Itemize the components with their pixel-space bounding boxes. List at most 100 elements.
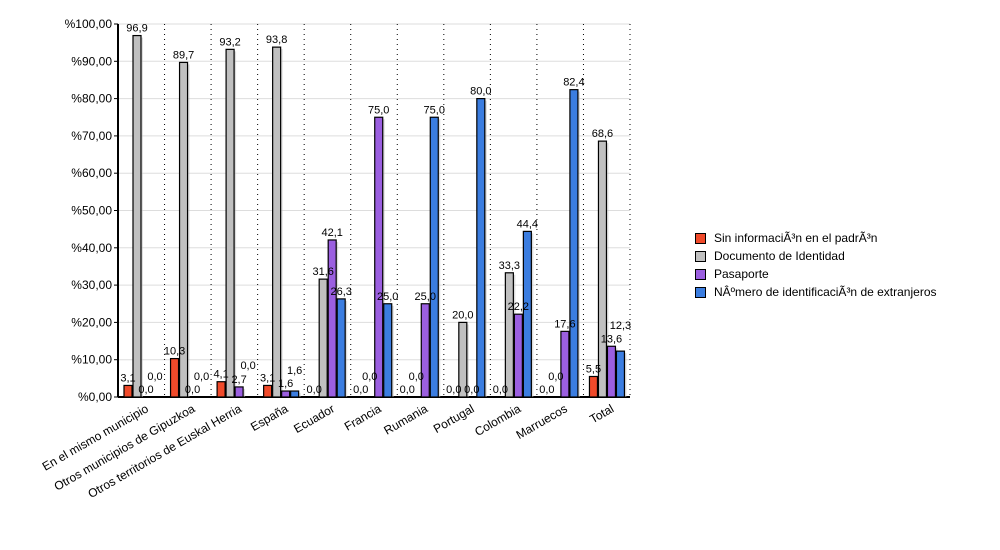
- bar: [569, 89, 579, 398]
- data-label: 4,1: [213, 369, 228, 381]
- data-label: 26,3: [330, 286, 351, 298]
- bar: [522, 230, 532, 398]
- data-label: 3,1: [120, 372, 135, 384]
- data-label: 3,1: [260, 372, 275, 384]
- y-tick-label: %0,00: [78, 390, 112, 404]
- legend-label: Documento de Identidad: [714, 249, 845, 263]
- data-label: 1,6: [287, 365, 302, 377]
- data-label: 17,6: [554, 318, 575, 330]
- y-tick-label: %70,00: [71, 129, 112, 143]
- legend-item: NÂºmero de identificaciÃ³n de extranjero…: [695, 283, 937, 301]
- data-label: 89,7: [173, 49, 194, 61]
- data-label: 93,2: [219, 36, 240, 48]
- bar: [383, 303, 393, 398]
- data-label: 0,0: [185, 384, 200, 396]
- data-label: 80,0: [470, 86, 491, 98]
- bar: [272, 46, 282, 398]
- bar: [513, 313, 523, 398]
- data-label: 0,0: [147, 371, 162, 383]
- bar: [123, 384, 133, 398]
- y-tick-label: %20,00: [71, 315, 112, 329]
- data-label: 0,0: [353, 384, 368, 396]
- data-label: 75,0: [368, 104, 389, 116]
- bar: [225, 48, 235, 398]
- data-label: 0,0: [409, 371, 424, 383]
- data-label: 0,0: [548, 371, 563, 383]
- bar: [216, 381, 226, 398]
- bar: [504, 272, 514, 398]
- data-label: 0,0: [539, 384, 554, 396]
- bar: [178, 61, 189, 398]
- legend-label: Sin informaciÃ³n en el padrÃ³n: [714, 231, 878, 245]
- bar: [169, 357, 180, 398]
- y-tick-label: %30,00: [71, 278, 112, 292]
- legend-swatch: [695, 268, 706, 280]
- bar: [476, 97, 486, 398]
- x-tick-label: Portugal: [431, 401, 477, 435]
- data-label: 13,6: [601, 333, 622, 345]
- y-tick-label: %50,00: [71, 204, 112, 218]
- x-tick-label: España: [248, 401, 291, 434]
- legend-label: NÂºmero de identificaciÃ³n de extranjero…: [714, 285, 937, 299]
- bar: [606, 345, 617, 398]
- data-label: 0,0: [400, 384, 415, 396]
- data-label: 0,0: [194, 371, 209, 383]
- data-label: 0,0: [464, 384, 479, 396]
- bar: [263, 384, 273, 398]
- data-label: 96,9: [126, 23, 147, 35]
- data-label: 33,3: [499, 260, 520, 272]
- y-tick-label: %40,00: [71, 241, 112, 255]
- x-tick-label: Ecuador: [291, 401, 337, 435]
- legend-item: Sin informaciÃ³n en el padrÃ³n: [695, 229, 937, 247]
- y-tick-label: %60,00: [71, 166, 112, 180]
- data-label: 1,6: [278, 378, 293, 390]
- bar: [327, 239, 337, 398]
- legend-swatch: [695, 232, 706, 244]
- data-label: 93,8: [266, 34, 287, 46]
- data-label: 0,0: [446, 384, 461, 396]
- data-label: 0,0: [362, 371, 377, 383]
- data-label: 68,6: [592, 128, 613, 140]
- data-label: 31,6: [312, 266, 333, 278]
- data-label: 5,5: [586, 363, 601, 375]
- data-label: 20,0: [452, 309, 473, 321]
- bar: [374, 116, 384, 398]
- bar: [458, 321, 468, 398]
- x-tick-label: Marruecos: [514, 401, 570, 441]
- data-label: 25,0: [415, 291, 436, 303]
- data-label: 0,0: [307, 384, 322, 396]
- data-label: 0,0: [240, 360, 255, 372]
- legend-swatch: [695, 286, 706, 298]
- bar: [290, 390, 300, 398]
- bar: [597, 140, 608, 398]
- data-label: 22,2: [508, 301, 529, 313]
- data-label: 0,0: [138, 384, 153, 396]
- legend-item: Pasaporte: [695, 265, 937, 283]
- bar: [615, 350, 626, 398]
- x-tick-label: Rumania: [381, 401, 430, 437]
- bar: [336, 298, 346, 398]
- data-label: 2,7: [231, 374, 246, 386]
- x-tick-label: Francia: [342, 401, 384, 433]
- y-tick-label: %10,00: [71, 353, 112, 367]
- data-label: 42,1: [321, 227, 342, 239]
- bar: [560, 330, 570, 398]
- bar: [420, 303, 430, 398]
- x-tick-label: Total: [587, 401, 616, 426]
- y-tick-label: %80,00: [71, 92, 112, 106]
- legend: Sin informaciÃ³n en el padrÃ³n Documento …: [695, 229, 937, 301]
- bar: [132, 34, 142, 398]
- legend-label: Pasaporte: [714, 267, 769, 281]
- bar: [318, 278, 328, 398]
- bar: [588, 375, 599, 398]
- data-label: 75,0: [424, 104, 445, 116]
- data-label: 44,4: [517, 218, 538, 230]
- bar: [429, 116, 439, 398]
- data-label: 0,0: [493, 384, 508, 396]
- legend-item: Documento de Identidad: [695, 247, 937, 265]
- data-label: 25,0: [377, 291, 398, 303]
- bar: [281, 390, 291, 398]
- data-label: 12,3: [610, 320, 631, 332]
